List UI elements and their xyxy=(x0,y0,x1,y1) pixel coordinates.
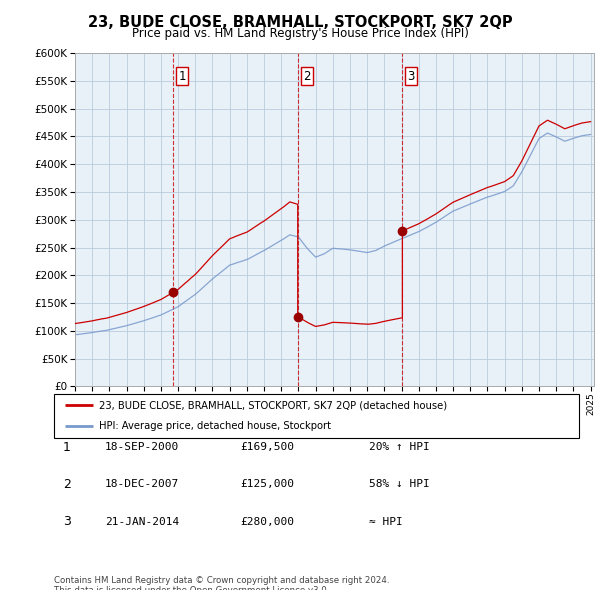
Text: 18-DEC-2007: 18-DEC-2007 xyxy=(105,480,179,489)
Text: 3: 3 xyxy=(407,70,415,83)
Text: £280,000: £280,000 xyxy=(240,517,294,526)
Text: HPI: Average price, detached house, Stockport: HPI: Average price, detached house, Stoc… xyxy=(98,421,331,431)
Text: £125,000: £125,000 xyxy=(240,480,294,489)
Text: 20% ↑ HPI: 20% ↑ HPI xyxy=(369,442,430,452)
Text: 23, BUDE CLOSE, BRAMHALL, STOCKPORT, SK7 2QP (detached house): 23, BUDE CLOSE, BRAMHALL, STOCKPORT, SK7… xyxy=(98,401,447,411)
Text: 2: 2 xyxy=(62,478,71,491)
Text: ≈ HPI: ≈ HPI xyxy=(369,517,403,526)
Text: 18-SEP-2000: 18-SEP-2000 xyxy=(105,442,179,452)
Text: 21-JAN-2014: 21-JAN-2014 xyxy=(105,517,179,526)
Text: 1: 1 xyxy=(178,70,186,83)
Text: 2: 2 xyxy=(303,70,310,83)
FancyBboxPatch shape xyxy=(54,394,579,438)
Text: 23, BUDE CLOSE, BRAMHALL, STOCKPORT, SK7 2QP: 23, BUDE CLOSE, BRAMHALL, STOCKPORT, SK7… xyxy=(88,15,512,30)
Text: Price paid vs. HM Land Registry's House Price Index (HPI): Price paid vs. HM Land Registry's House … xyxy=(131,27,469,40)
Text: £169,500: £169,500 xyxy=(240,442,294,452)
Text: 1: 1 xyxy=(62,441,71,454)
Text: 58% ↓ HPI: 58% ↓ HPI xyxy=(369,480,430,489)
Text: 3: 3 xyxy=(62,515,71,528)
Text: Contains HM Land Registry data © Crown copyright and database right 2024.
This d: Contains HM Land Registry data © Crown c… xyxy=(54,576,389,590)
